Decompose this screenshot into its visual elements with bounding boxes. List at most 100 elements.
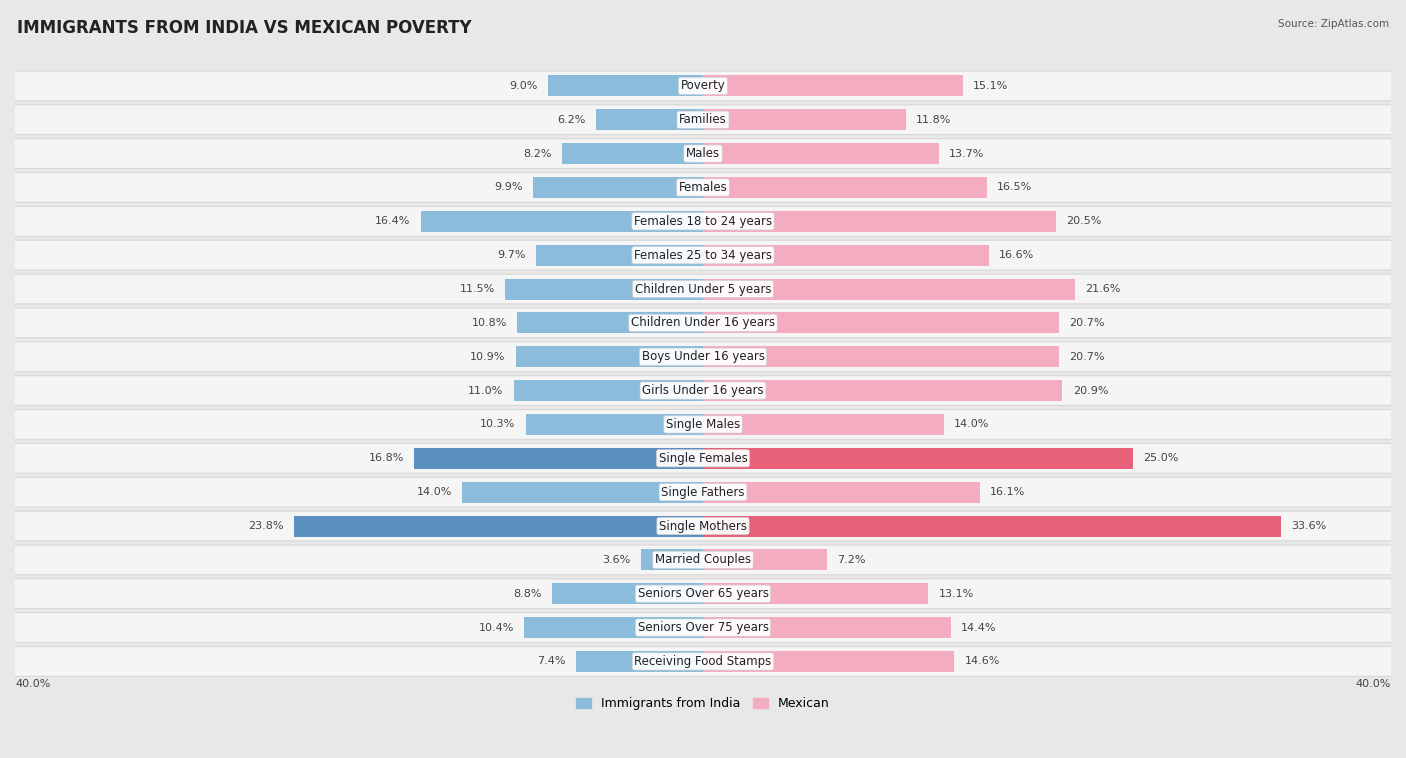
Bar [294, 515, 703, 537]
Text: Single Fathers: Single Fathers [661, 486, 745, 499]
FancyBboxPatch shape [0, 274, 1406, 304]
Text: 9.9%: 9.9% [494, 183, 523, 193]
Bar [548, 75, 703, 96]
Text: 40.0%: 40.0% [15, 679, 51, 690]
Text: 20.7%: 20.7% [1070, 318, 1105, 328]
Text: 7.2%: 7.2% [837, 555, 866, 565]
Text: 25.0%: 25.0% [1143, 453, 1178, 463]
Bar [703, 380, 1063, 401]
Bar [703, 143, 939, 164]
Text: 10.3%: 10.3% [481, 419, 516, 430]
Text: 10.9%: 10.9% [470, 352, 505, 362]
Bar [703, 75, 963, 96]
Text: 16.4%: 16.4% [375, 216, 411, 227]
Text: 16.5%: 16.5% [997, 183, 1032, 193]
Text: IMMIGRANTS FROM INDIA VS MEXICAN POVERTY: IMMIGRANTS FROM INDIA VS MEXICAN POVERTY [17, 19, 471, 37]
Text: Poverty: Poverty [681, 80, 725, 92]
FancyBboxPatch shape [0, 376, 1406, 406]
Text: Females 18 to 24 years: Females 18 to 24 years [634, 215, 772, 228]
Text: Single Females: Single Females [658, 452, 748, 465]
Text: Males: Males [686, 147, 720, 160]
Bar [703, 550, 827, 570]
Bar [596, 109, 703, 130]
Text: Receiving Food Stamps: Receiving Food Stamps [634, 655, 772, 668]
Legend: Immigrants from India, Mexican: Immigrants from India, Mexican [571, 692, 835, 715]
FancyBboxPatch shape [0, 240, 1406, 270]
Text: 21.6%: 21.6% [1085, 284, 1121, 294]
Bar [703, 448, 1133, 468]
Bar [516, 346, 703, 367]
Text: 13.7%: 13.7% [949, 149, 984, 158]
Text: Seniors Over 65 years: Seniors Over 65 years [637, 587, 769, 600]
Text: 33.6%: 33.6% [1291, 521, 1326, 531]
Bar [703, 109, 905, 130]
Text: 6.2%: 6.2% [558, 114, 586, 125]
FancyBboxPatch shape [0, 173, 1406, 202]
Bar [526, 414, 703, 435]
Text: Married Couples: Married Couples [655, 553, 751, 566]
Bar [703, 245, 988, 265]
Text: Families: Families [679, 113, 727, 127]
Text: 14.0%: 14.0% [416, 487, 451, 497]
Bar [703, 414, 943, 435]
Text: 40.0%: 40.0% [1355, 679, 1391, 690]
FancyBboxPatch shape [0, 478, 1406, 507]
Bar [533, 177, 703, 198]
Text: Females: Females [679, 181, 727, 194]
Bar [703, 211, 1056, 232]
Text: 14.4%: 14.4% [960, 622, 997, 633]
FancyBboxPatch shape [0, 647, 1406, 676]
Text: 14.0%: 14.0% [955, 419, 990, 430]
Bar [536, 245, 703, 265]
Text: 16.1%: 16.1% [990, 487, 1025, 497]
FancyBboxPatch shape [0, 612, 1406, 643]
Text: 20.5%: 20.5% [1066, 216, 1101, 227]
Bar [703, 651, 955, 672]
FancyBboxPatch shape [0, 342, 1406, 371]
Text: Single Males: Single Males [666, 418, 740, 431]
Bar [513, 380, 703, 401]
Bar [641, 550, 703, 570]
FancyBboxPatch shape [0, 206, 1406, 236]
FancyBboxPatch shape [0, 71, 1406, 101]
Text: Females 25 to 34 years: Females 25 to 34 years [634, 249, 772, 262]
Text: 23.8%: 23.8% [247, 521, 284, 531]
Text: 16.6%: 16.6% [998, 250, 1033, 260]
Text: 9.0%: 9.0% [509, 81, 538, 91]
Bar [524, 617, 703, 638]
Text: Seniors Over 75 years: Seniors Over 75 years [637, 621, 769, 634]
Text: 15.1%: 15.1% [973, 81, 1008, 91]
Bar [703, 278, 1074, 299]
Text: 9.7%: 9.7% [498, 250, 526, 260]
FancyBboxPatch shape [0, 443, 1406, 473]
Text: Single Mothers: Single Mothers [659, 519, 747, 533]
Text: 13.1%: 13.1% [939, 589, 974, 599]
Bar [703, 583, 928, 604]
Text: 7.4%: 7.4% [537, 656, 565, 666]
Bar [517, 312, 703, 334]
Bar [463, 481, 703, 503]
Bar [562, 143, 703, 164]
FancyBboxPatch shape [0, 545, 1406, 575]
Text: Girls Under 16 years: Girls Under 16 years [643, 384, 763, 397]
Text: 3.6%: 3.6% [603, 555, 631, 565]
Bar [703, 346, 1059, 367]
Text: Source: ZipAtlas.com: Source: ZipAtlas.com [1278, 19, 1389, 29]
Text: Boys Under 16 years: Boys Under 16 years [641, 350, 765, 363]
Bar [703, 481, 980, 503]
FancyBboxPatch shape [0, 409, 1406, 440]
Text: 8.8%: 8.8% [513, 589, 541, 599]
Text: 10.8%: 10.8% [471, 318, 508, 328]
Text: 11.5%: 11.5% [460, 284, 495, 294]
Text: Children Under 5 years: Children Under 5 years [634, 283, 772, 296]
Bar [551, 583, 703, 604]
Text: 8.2%: 8.2% [523, 149, 551, 158]
Bar [703, 515, 1281, 537]
Bar [703, 617, 950, 638]
FancyBboxPatch shape [0, 139, 1406, 168]
Bar [703, 312, 1059, 334]
Text: 14.6%: 14.6% [965, 656, 1000, 666]
FancyBboxPatch shape [0, 511, 1406, 541]
Bar [413, 448, 703, 468]
Text: 20.9%: 20.9% [1073, 386, 1108, 396]
